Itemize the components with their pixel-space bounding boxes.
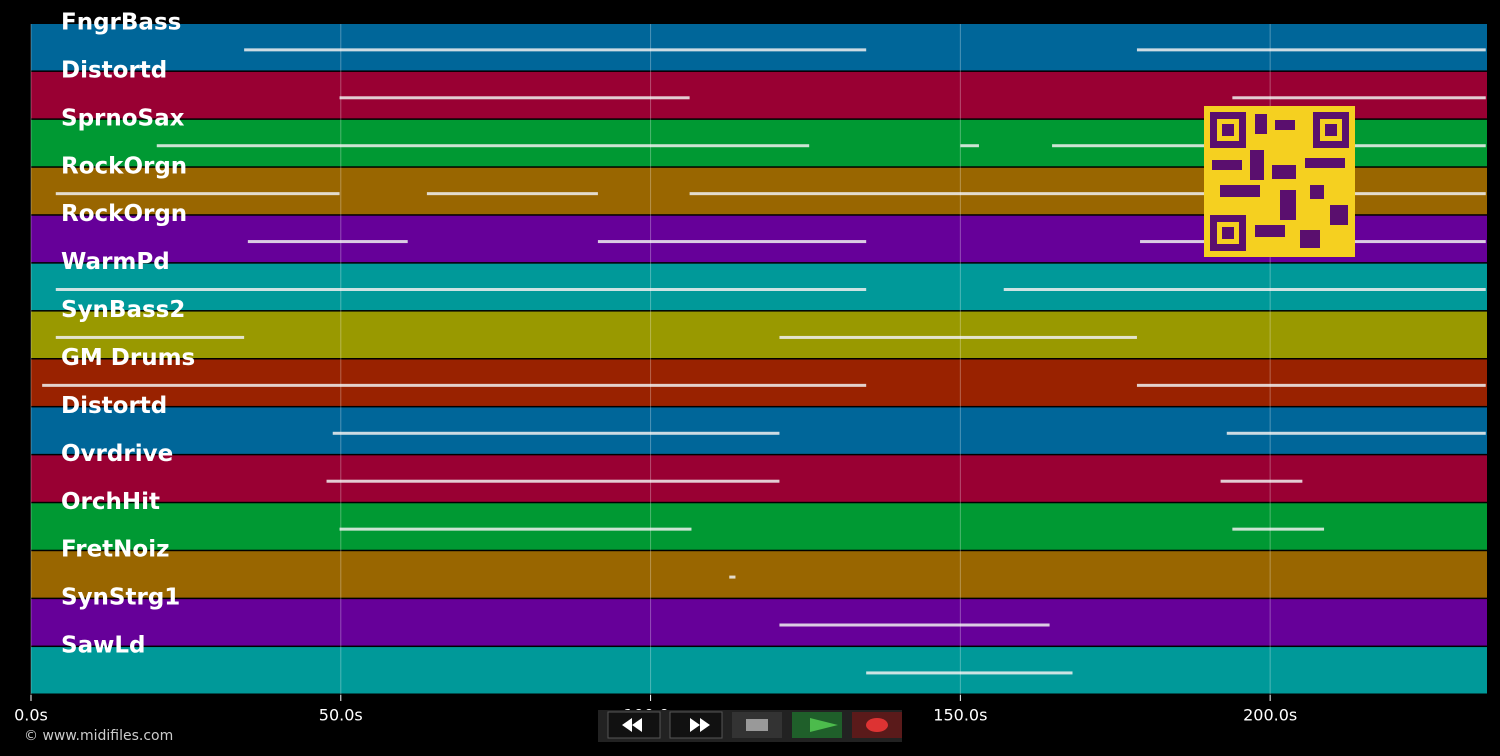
track-row <box>31 407 1487 454</box>
track-name: WarmPd <box>61 249 170 275</box>
track-row <box>31 647 1487 694</box>
note-span <box>332 431 780 435</box>
track-name: Distortd <box>61 57 167 83</box>
note-span <box>1232 96 1486 100</box>
note-span <box>55 335 245 339</box>
note-span <box>779 335 1137 339</box>
track-row <box>31 359 1487 406</box>
note-span <box>55 288 867 292</box>
x-tick-label: 50.0s <box>319 706 363 725</box>
track-row <box>31 263 1487 311</box>
track-row <box>31 599 1487 646</box>
transport <box>598 710 902 742</box>
x-tick-label: 0.0s <box>14 706 48 725</box>
note-span <box>1136 48 1486 52</box>
track-row <box>31 311 1487 358</box>
track-row <box>31 503 1487 550</box>
credit: © www.midifiles.com <box>24 728 173 744</box>
qr-code <box>1204 106 1355 257</box>
track-name: SawLd <box>61 633 145 659</box>
track-name: SprnoSax <box>61 105 185 131</box>
note-span <box>55 192 340 196</box>
note-span <box>597 240 867 244</box>
track-name: FngrBass <box>61 10 181 36</box>
record-button[interactable] <box>852 712 902 738</box>
track-name: OrchHit <box>61 489 160 515</box>
note-span <box>1220 479 1303 483</box>
stop-button[interactable] <box>732 712 782 738</box>
track-name: GM Drums <box>61 345 195 371</box>
x-tick-label: 150.0s <box>933 706 987 725</box>
track-name: RockOrgn <box>61 201 187 227</box>
note-span <box>866 671 1073 675</box>
note-span <box>244 48 867 52</box>
note-span <box>779 623 1050 627</box>
track-row <box>31 455 1487 502</box>
track-name: Distortd <box>61 393 167 419</box>
note-span <box>1003 288 1486 292</box>
track-name: SynBass2 <box>61 297 185 323</box>
note-span <box>247 240 408 244</box>
track-row <box>31 24 1487 71</box>
forward-button[interactable] <box>669 711 723 739</box>
note-span <box>42 383 867 387</box>
note-span <box>689 192 1486 196</box>
track-name: FretNoiz <box>61 537 170 563</box>
track-name: Ovrdrive <box>61 441 173 467</box>
note-span <box>326 479 780 483</box>
note-span <box>1232 527 1325 531</box>
note-span <box>339 96 690 100</box>
note-span <box>729 575 736 579</box>
track-name: SynStrg1 <box>61 585 180 611</box>
note-span <box>1136 383 1486 387</box>
note-span <box>1226 431 1486 435</box>
note-span <box>426 192 598 196</box>
x-tick-label: 200.0s <box>1243 706 1297 725</box>
note-span <box>339 527 692 531</box>
rewind-button[interactable] <box>607 711 661 739</box>
note-span <box>960 144 979 148</box>
note-span <box>156 144 810 148</box>
track-name: RockOrgn <box>61 153 187 179</box>
play-button[interactable] <box>792 712 842 738</box>
track-row <box>31 551 1487 598</box>
